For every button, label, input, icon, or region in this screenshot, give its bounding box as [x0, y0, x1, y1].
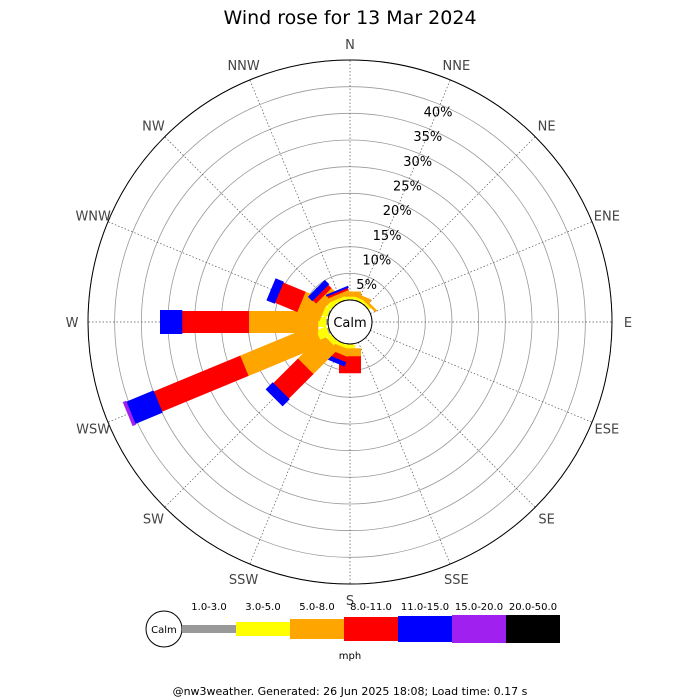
legend-label-6: 20.0-50.0 [509, 602, 557, 613]
petal-sw-bin-3 [272, 358, 314, 400]
legend-swatch-0 [182, 625, 236, 633]
petal-w-bin-4 [160, 310, 183, 334]
petal-nnw-bin-4 [325, 285, 349, 297]
petal-w-bin-2 [248, 311, 319, 333]
petal-w-bin-3 [181, 311, 249, 333]
direction-label-w: W [66, 316, 79, 331]
spoke-sse [358, 342, 451, 565]
percent-label: 5% [356, 278, 377, 293]
petal-wsw-bin-1 [315, 326, 330, 341]
petal-ssw-bin-1 [335, 341, 346, 349]
spoke-nw [164, 136, 335, 307]
spoke-ne [365, 136, 536, 307]
percent-label: 10% [362, 253, 391, 268]
legend-swatch-3 [344, 617, 398, 641]
chart-title: Wind rose for 13 Mar 2024 [223, 7, 476, 29]
legend-calm-label: Calm [151, 625, 177, 636]
legend-swatch-2 [290, 619, 344, 639]
legend-swatch-6 [506, 615, 560, 643]
petal-ne-bin-2 [359, 294, 378, 313]
speed-legend: Calm 1.0-3.0 3.0-5.0 5.0-8.0 8.0-11.0 11.0-15… [145, 602, 560, 648]
direction-label-wsw: WSW [76, 422, 110, 437]
spoke-ene [370, 221, 593, 314]
spoke-se [365, 337, 536, 508]
calm-label: Calm [333, 316, 366, 331]
legend-swatch-5 [452, 615, 506, 643]
legend-swatch-1 [236, 622, 290, 636]
petal-nw-bin-3 [312, 284, 332, 304]
direction-label-ne: NE [538, 119, 556, 134]
petal-nnw-bin-1 [335, 295, 346, 303]
direction-label-se: SE [538, 513, 554, 528]
footer-text: @nw3weather. Generated: 26 Jun 2025 18:0… [173, 685, 528, 698]
percent-label: 15% [373, 229, 402, 244]
direction-label-ene: ENE [594, 210, 620, 225]
petal-wnw-bin-1 [320, 306, 331, 318]
direction-label-nw: NW [142, 119, 165, 134]
petal-nw-bin-1 [326, 298, 338, 310]
direction-label-n: N [345, 38, 355, 53]
legend-label-0: 1.0-3.0 [191, 602, 226, 613]
petal-sw-bin-2 [297, 334, 338, 375]
legend-swatch-4 [398, 616, 452, 642]
spoke-ssw [249, 342, 342, 565]
legend-label-2: 5.0-8.0 [299, 602, 334, 613]
petal-sw-bin-1 [326, 334, 338, 346]
percent-label: 35% [413, 130, 442, 145]
percent-label: 30% [403, 155, 432, 170]
direction-label-s: S [346, 594, 354, 609]
direction-label-sw: SW [143, 513, 164, 528]
petal-nne-bin-1 [354, 295, 365, 303]
calm-center: Calm [327, 299, 373, 345]
petal-wsw-bin-3 [153, 355, 249, 412]
petal-wnw-bin-4 [266, 278, 284, 304]
direction-label-nne: NNE [443, 59, 471, 74]
legend-label-4: 11.0-15.0 [401, 602, 449, 613]
percent-label: 40% [424, 106, 453, 121]
spoke-nne [358, 79, 451, 302]
direction-labels: N NNE NE ENE E ESE SE SSE S SSW SW WSW W WNW NW NNW [66, 38, 633, 609]
wind-petals [122, 278, 378, 427]
spoke-ese [370, 330, 593, 423]
petal-s-bin-1 [345, 344, 355, 350]
direction-label-sse: SSE [444, 573, 469, 588]
percent-labels: 5% 10% 15% 20% 25% 30% 35% 40% [356, 106, 452, 293]
direction-label-e: E [624, 316, 632, 331]
petal-ne-bin-1 [362, 300, 372, 310]
direction-label-ese: ESE [594, 422, 619, 437]
petal-wsw-bin-4 [125, 390, 163, 425]
percent-label: 25% [393, 179, 422, 194]
petal-sw-bin-4 [265, 382, 290, 407]
legend-label-3: 8.0-11.0 [350, 602, 392, 613]
legend-label-1: 3.0-5.0 [245, 602, 280, 613]
petal-wsw-bin-2 [239, 325, 323, 377]
grid-ring [114, 86, 586, 558]
calm-circle [327, 299, 373, 345]
spoke-nnw [249, 79, 342, 302]
petal-wsw-bin-5 [122, 400, 136, 427]
direction-label-wnw: WNW [75, 210, 111, 225]
legend-label-5: 15.0-20.0 [455, 602, 503, 613]
petal-nnw-bin-2 [327, 289, 351, 303]
outer-ring [87, 59, 613, 585]
direction-label-ssw: SSW [229, 573, 259, 588]
legend-units: mph [339, 651, 361, 662]
petal-nw-bin-4 [307, 279, 330, 302]
petal-wnw-bin-3 [274, 282, 306, 313]
direction-label-nnw: NNW [227, 59, 259, 74]
percent-label: 20% [383, 204, 412, 219]
